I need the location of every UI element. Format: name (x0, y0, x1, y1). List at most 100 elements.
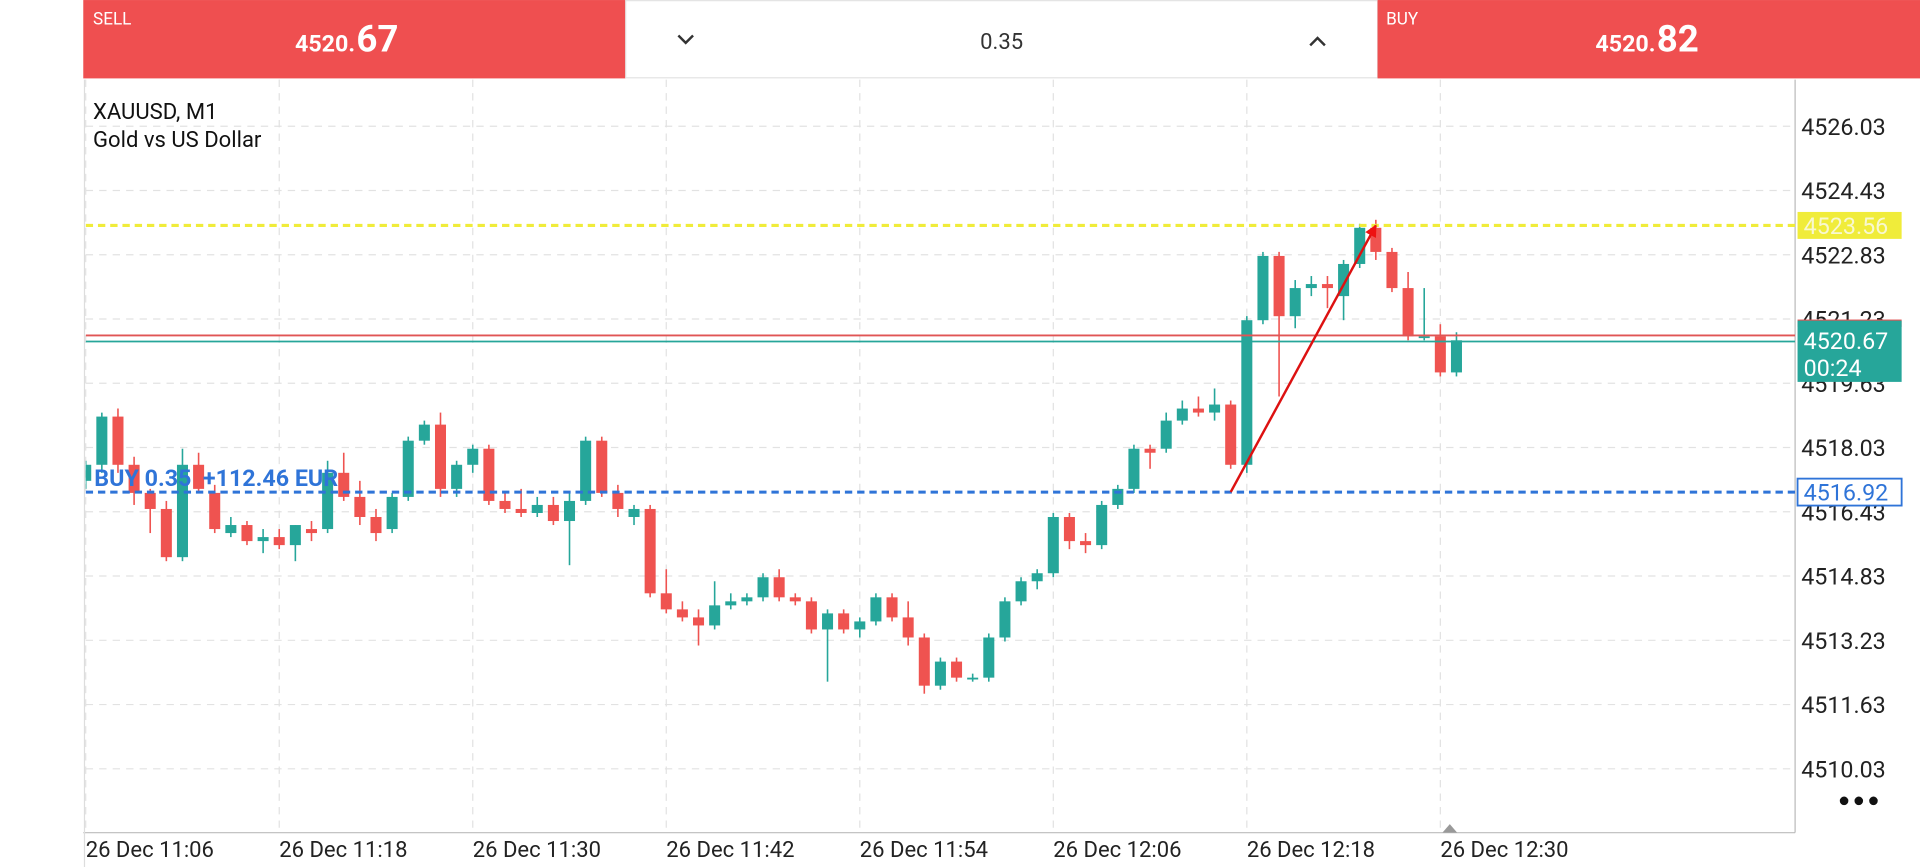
candle-body (338, 472, 350, 497)
candle-body (1031, 573, 1043, 582)
volume-value[interactable]: 0.35 (980, 30, 1023, 55)
bar-countdown: 00:24 (1804, 354, 1862, 382)
candle-body (1192, 408, 1204, 413)
candle-body (176, 464, 188, 558)
candle-body (112, 416, 124, 465)
position-label: BUY 0.35 +112.46 EUR (94, 464, 338, 492)
price-label: 4516.92 (1804, 479, 1889, 507)
sell-price-pips: 67 (356, 17, 398, 60)
buy-label: BUY (1386, 10, 1419, 30)
x-tick-label: 26 Dec 11:54 (860, 838, 988, 863)
y-tick-label: 4524.43 (1801, 177, 1886, 205)
chart-shift-marker[interactable] (1442, 824, 1458, 833)
more-menu[interactable] (1839, 796, 1878, 806)
buy-button[interactable] (1377, 0, 1920, 79)
candle-body (612, 492, 624, 509)
candle-body (531, 504, 543, 513)
y-tick-label: 4510.03 (1801, 755, 1886, 783)
candle-body (983, 637, 995, 678)
candle-body (580, 440, 592, 501)
candle-body (515, 508, 527, 513)
bid-label-box (1797, 320, 1902, 382)
candle-body (660, 593, 672, 610)
candle-body (1144, 448, 1156, 453)
candle-body (418, 424, 430, 441)
volume-box (625, 0, 1379, 79)
candle-body (96, 416, 108, 465)
candle-body (1273, 255, 1285, 317)
candle-body (1096, 504, 1108, 546)
x-tick-label: 26 Dec 12:18 (1247, 838, 1375, 863)
candle-body (193, 464, 205, 489)
x-tick-label: 26 Dec 12:30 (1440, 838, 1568, 863)
candle-body (85, 464, 92, 481)
candle-body (225, 525, 237, 534)
candle-body (1015, 581, 1027, 602)
candle-body (1434, 336, 1446, 373)
candle-body (596, 440, 608, 493)
candle-body (1080, 541, 1092, 546)
candle-body (144, 492, 156, 509)
x-tick-label: 26 Dec 11:42 (666, 838, 794, 863)
menu-dot (1854, 796, 1864, 806)
candle-body (644, 508, 656, 594)
menu-dot (1869, 796, 1878, 806)
sell-price-main: 4520. (295, 29, 355, 57)
candle-body (289, 525, 301, 546)
candle-body (499, 500, 511, 509)
candle-body (1370, 227, 1382, 252)
candle-body (886, 597, 898, 618)
price-label-box (1797, 211, 1902, 239)
candle-body (709, 605, 721, 626)
candle-body (822, 613, 834, 630)
candle-body (1402, 288, 1414, 337)
candle-body (241, 525, 253, 542)
y-tick-label: 4513.23 (1801, 627, 1886, 655)
candle-body (209, 492, 221, 530)
candle-body (741, 597, 753, 602)
candle-body (1112, 488, 1124, 505)
candle-body (1241, 320, 1253, 465)
grid (85, 79, 1796, 833)
sell-button[interactable] (83, 0, 626, 79)
candle-body (1418, 336, 1430, 339)
volume-decrease[interactable] (677, 34, 694, 45)
candle-body (160, 508, 172, 558)
y-tick-label: 4511.63 (1801, 691, 1886, 719)
candle-body (434, 424, 447, 489)
buy-price-main: 4520. (1595, 29, 1655, 57)
y-tick-label: 4514.83 (1801, 563, 1886, 591)
menu-dot (1839, 796, 1849, 806)
candle-body (1321, 284, 1333, 289)
candle-body (854, 621, 866, 630)
candle-body (999, 601, 1011, 638)
candle-body (757, 577, 769, 598)
candle-body (564, 500, 576, 522)
candle-body (870, 597, 882, 622)
volume-increase[interactable] (1309, 36, 1326, 47)
x-tick-label: 26 Dec 12:06 (1053, 838, 1181, 863)
candle-body (1209, 404, 1221, 413)
y-tick-label: 4518.03 (1801, 434, 1886, 462)
candle-body (1305, 284, 1317, 289)
candle-body (725, 601, 737, 606)
overlay: 4510.034511.634513.234514.834516.434518.… (86, 113, 1903, 863)
plot-area (85, 219, 1796, 694)
bid-price-label: 4520.67 (1804, 327, 1889, 355)
x-tick-label: 26 Dec 11:18 (279, 838, 407, 863)
candle-body (1160, 420, 1172, 449)
candle-body (1386, 251, 1398, 289)
candle-body (628, 508, 640, 518)
candle-body (676, 609, 688, 618)
candle-body (1450, 340, 1462, 373)
candle-body (273, 537, 285, 546)
candle-body (967, 677, 979, 680)
trend-line (1229, 224, 1377, 493)
candle-body (483, 448, 495, 501)
candle-body (547, 504, 559, 522)
candle-body (918, 637, 930, 686)
price-label: 4523.56 (1804, 212, 1889, 240)
